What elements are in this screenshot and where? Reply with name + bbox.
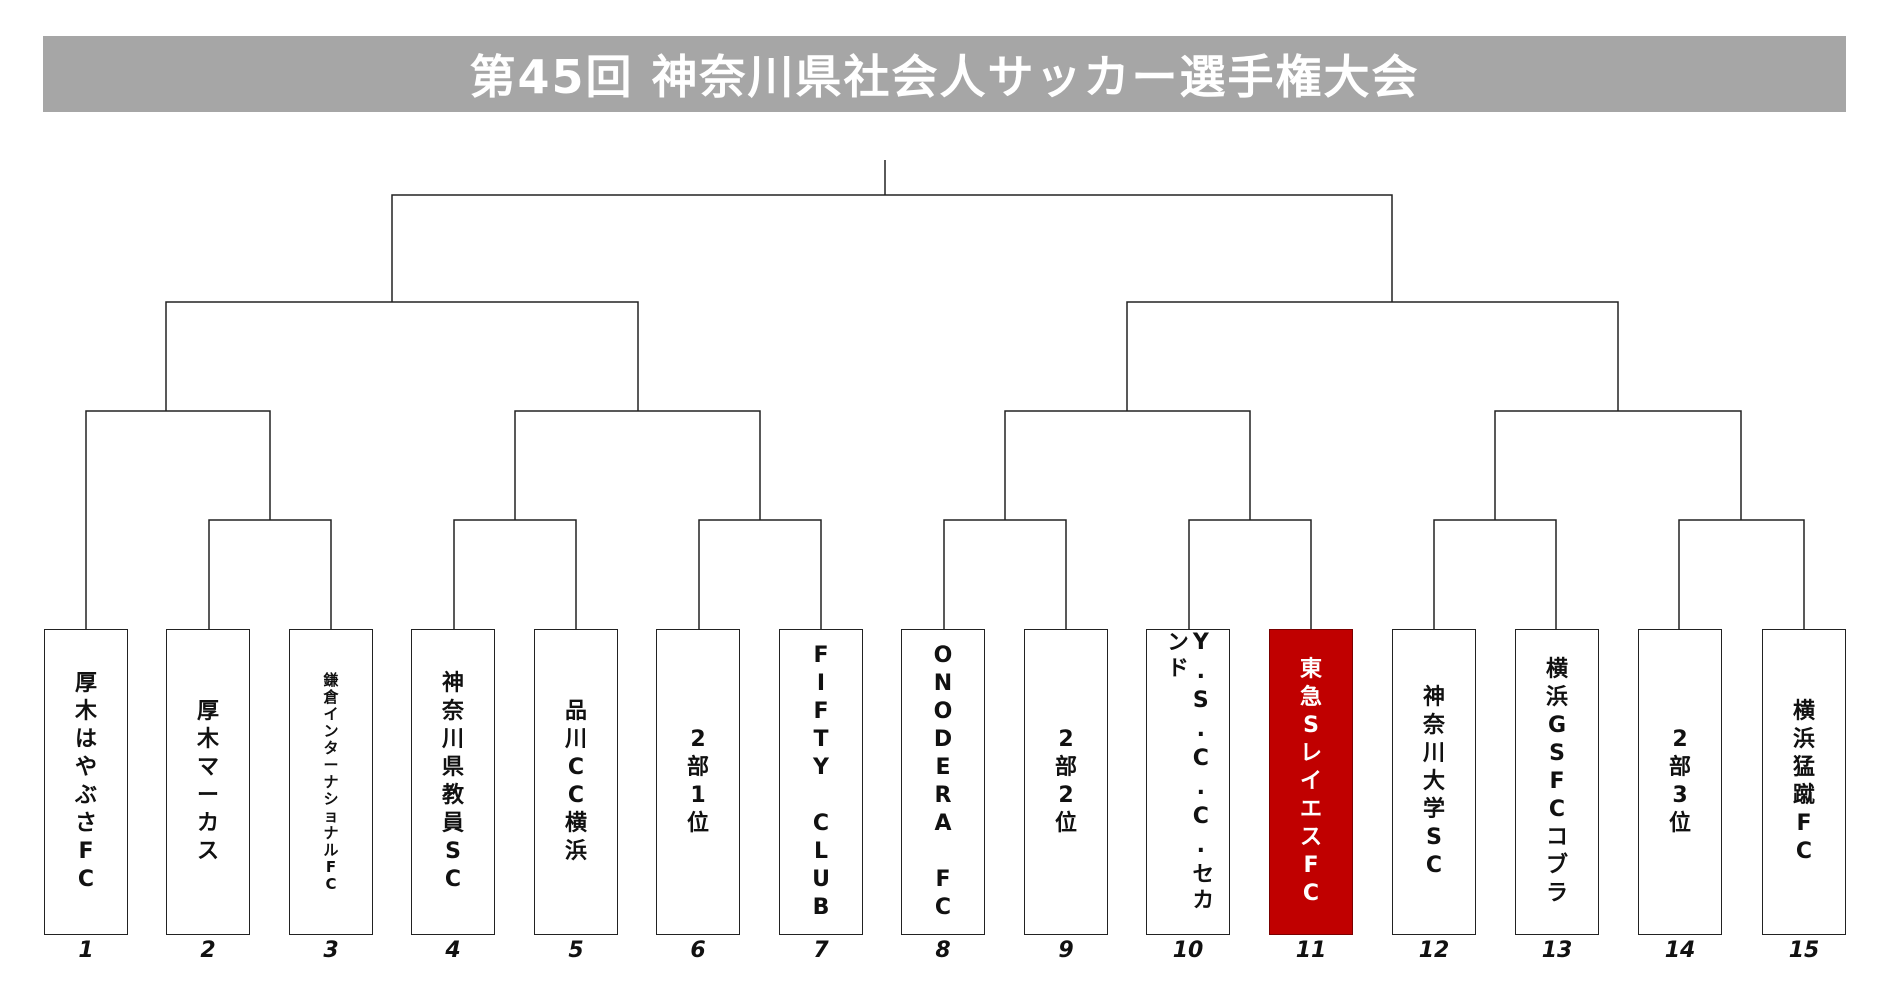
seed-number: 3: [323, 938, 339, 963]
seed-number: 14: [1664, 938, 1696, 963]
title-banner: 第45回 神奈川県社会人サッカー選手権大会: [43, 36, 1846, 112]
seed-number: 11: [1295, 938, 1327, 963]
team-slot-2: 厚木マーカス: [166, 629, 250, 935]
tournament-title: 第45回 神奈川県社会人サッカー選手権大会: [469, 50, 1420, 104]
seed-number: 4: [445, 938, 461, 963]
seed-number: 6: [690, 938, 706, 963]
seed-number: 7: [813, 938, 829, 963]
team-slot-10: Y.S.C.C.セカンド: [1146, 629, 1230, 935]
seed-number: 2: [200, 938, 216, 963]
seed-number: 5: [568, 938, 584, 963]
seed-number: 12: [1418, 938, 1450, 963]
seed-number: 1: [78, 938, 94, 963]
seed-number: 10: [1172, 938, 1204, 963]
seed-number: 15: [1788, 938, 1820, 963]
seed-number: 8: [935, 938, 951, 963]
seed-number: 13: [1541, 938, 1573, 963]
seed-number: 9: [1058, 938, 1074, 963]
team-name: Y.S.C.C.セカンド: [1163, 630, 1214, 914]
team-name: 厚木マーカス: [196, 699, 219, 864]
